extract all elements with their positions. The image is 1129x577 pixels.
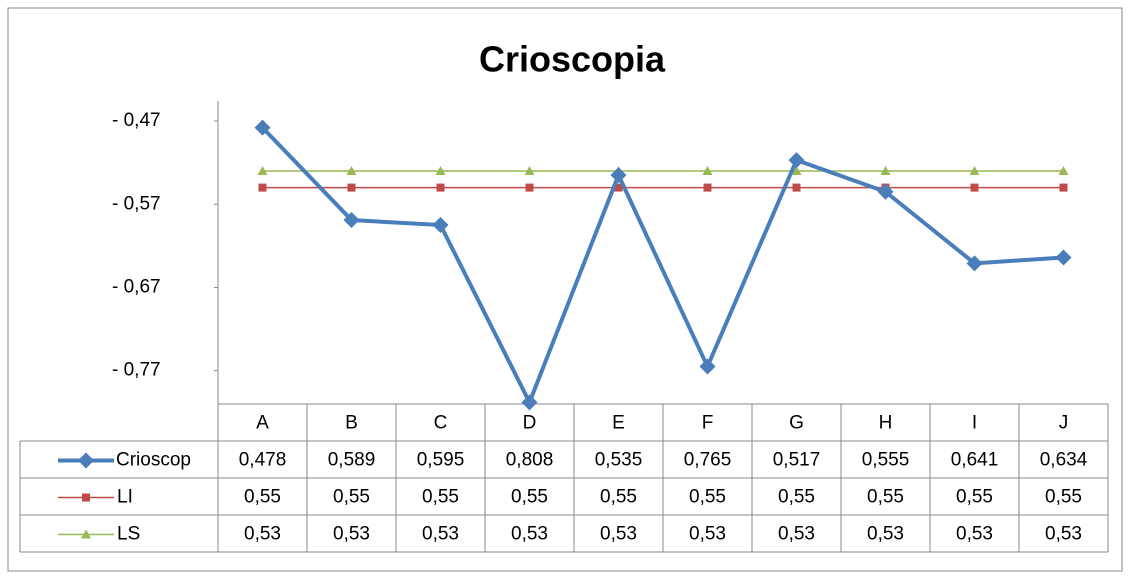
marker [258, 183, 267, 192]
table-value: 0,517 [773, 450, 821, 471]
table-value: 0,55 [867, 487, 904, 508]
table-value: 0,53 [778, 524, 815, 545]
marker [610, 167, 627, 184]
table-value: 0,55 [333, 487, 370, 508]
table-value: 0,55 [244, 487, 281, 508]
table-value: 0,55 [778, 487, 815, 508]
marker [702, 165, 713, 175]
chart-title: Crioscopia [479, 39, 666, 80]
marker [791, 165, 802, 175]
marker [966, 255, 983, 272]
table-value: 0,53 [867, 524, 904, 545]
marker [346, 165, 357, 175]
marker [78, 452, 94, 469]
marker [792, 183, 801, 192]
category-label: D [523, 413, 537, 434]
table-value: 0,53 [600, 524, 637, 545]
table-value: 0,634 [1040, 450, 1088, 471]
y-tick-label: - 0,47 [112, 110, 161, 131]
marker [82, 493, 90, 502]
table-value: 0,555 [862, 450, 910, 471]
y-tick-label: - 0,57 [112, 193, 161, 214]
marker [699, 358, 716, 375]
marker [525, 183, 534, 192]
marker [969, 165, 980, 175]
chart-frame [7, 7, 1123, 572]
marker [521, 394, 538, 411]
table-value: 0,55 [600, 487, 637, 508]
marker [788, 152, 805, 169]
marker [880, 165, 891, 175]
table-value: 0,595 [417, 450, 465, 471]
table-value: 0,641 [951, 450, 999, 471]
table-value: 0,53 [956, 524, 993, 545]
table-value: 0,53 [511, 524, 548, 545]
marker [877, 183, 894, 200]
legend-label: Crioscop [116, 450, 191, 471]
marker [347, 183, 356, 192]
table-value: 0,808 [506, 450, 554, 471]
marker [1058, 165, 1069, 175]
marker [1059, 183, 1068, 192]
y-tick-label: - 0,67 [112, 276, 161, 297]
table-value: 0,53 [422, 524, 459, 545]
category-label: J [1059, 413, 1069, 434]
marker [81, 529, 91, 539]
marker [257, 165, 268, 175]
marker [343, 212, 360, 229]
table-value: 0,55 [422, 487, 459, 508]
marker [703, 183, 712, 192]
marker [1055, 249, 1072, 266]
table-value: 0,589 [328, 450, 376, 471]
table-value: 0,53 [333, 524, 370, 545]
table-value: 0,478 [239, 450, 287, 471]
marker [614, 183, 623, 192]
marker [970, 183, 979, 192]
category-label: F [702, 413, 714, 434]
category-label: C [434, 413, 448, 434]
y-tick-label: - 0,77 [112, 360, 161, 381]
category-label: H [879, 413, 893, 434]
legend-label: LI [117, 487, 133, 508]
table-value: 0,55 [689, 487, 726, 508]
category-label: E [612, 413, 625, 434]
table-value: 0,53 [689, 524, 726, 545]
table-value: 0,53 [1045, 524, 1082, 545]
marker [435, 165, 446, 175]
series-line [261, 126, 1064, 405]
category-label: I [972, 413, 977, 434]
marker [254, 119, 271, 136]
category-label: G [789, 413, 804, 434]
category-label: A [256, 413, 269, 434]
table-value: 0,55 [1045, 487, 1082, 508]
table-value: 0,53 [244, 524, 281, 545]
table-value: 0,55 [511, 487, 548, 508]
marker [524, 165, 535, 175]
marker [432, 217, 449, 234]
table-value: 0,765 [684, 450, 732, 471]
table-value: 0,55 [956, 487, 993, 508]
category-label: B [345, 413, 358, 434]
table-value: 0,535 [595, 450, 643, 471]
marker [436, 183, 445, 192]
legend-label: LS [117, 524, 140, 545]
